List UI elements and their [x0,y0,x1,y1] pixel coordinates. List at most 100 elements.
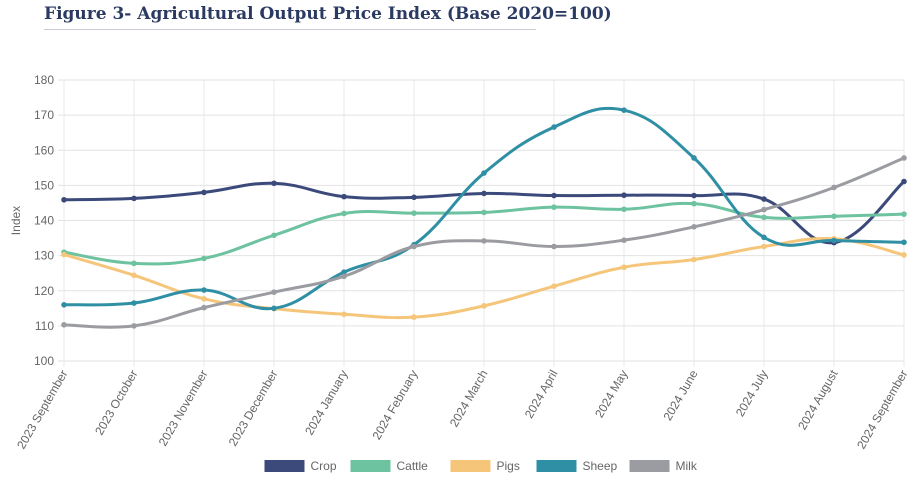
data-point-pigs[interactable] [131,272,137,279]
data-point-cattle[interactable] [131,260,137,267]
data-point-pigs[interactable] [901,252,907,258]
data-point-sheep[interactable] [621,107,627,114]
data-point-milk[interactable] [551,243,557,250]
legend[interactable]: Crop Cattle Pigs Sheep Milk [264,459,698,473]
x-tick-label: 2023 October [92,368,140,438]
legend-label-milk: Milk [676,459,698,473]
y-tick-label: 110 [35,319,54,333]
x-tick-label: 2024 May [592,368,630,421]
legend-swatch-crop [264,460,305,472]
data-point-sheep[interactable] [201,287,207,293]
data-point-cattle[interactable] [551,204,557,210]
x-tick-label: 2023 September [14,368,70,452]
data-point-sheep[interactable] [761,234,767,241]
figure-title: Figure 3- Agricultural Output Price Inde… [44,4,612,30]
data-point-sheep[interactable] [61,302,67,308]
x-tick-label: 2023 November [156,368,211,449]
data-point-pigs[interactable] [691,256,697,263]
gridlines [58,79,905,367]
data-point-pigs[interactable] [551,283,557,289]
series-lines [61,106,907,329]
data-point-pigs[interactable] [61,251,67,258]
legend-item-crop[interactable]: Crop [264,459,337,473]
data-point-sheep[interactable] [271,305,277,312]
data-point-crop[interactable] [551,192,557,199]
data-point-sheep[interactable] [481,170,487,176]
data-point-crop[interactable] [201,189,207,196]
data-point-crop[interactable] [761,196,767,202]
x-tick-label: 2023 December [226,368,281,449]
data-point-crop[interactable] [901,178,907,185]
x-tick-label: 2024 July [733,368,771,419]
y-axis-ticks: 100 110 120 130 140 150 160 170 180 [34,73,54,368]
y-tick-label: 100 [34,354,54,368]
y-tick-label: 120 [34,284,54,298]
data-point-milk[interactable] [481,238,487,244]
data-point-pigs[interactable] [621,264,627,271]
data-point-crop[interactable] [271,180,277,187]
y-axis-label: Index [9,206,23,235]
legend-item-pigs[interactable]: Pigs [450,459,520,473]
y-tick-label: 130 [34,249,54,263]
data-point-milk[interactable] [831,184,837,191]
data-point-cattle[interactable] [201,255,207,262]
series-milk [61,155,907,329]
x-axis-ticks: 2023 September 2023 October 2023 November 2… [14,367,910,451]
x-tick-label: 2024 March [447,368,491,430]
data-point-cattle[interactable] [691,200,697,207]
x-tick-label: 2024 August [795,367,841,432]
data-point-sheep[interactable] [131,300,137,306]
series-cattle [61,200,907,267]
data-point-crop[interactable] [481,190,487,197]
data-point-cattle[interactable] [271,232,277,239]
data-point-milk[interactable] [201,304,207,311]
legend-item-sheep[interactable]: Sheep [536,459,618,473]
legend-swatch-milk [629,460,670,472]
data-point-milk[interactable] [61,322,67,328]
data-point-cattle[interactable] [831,213,837,220]
data-point-milk[interactable] [761,206,767,213]
data-point-cattle[interactable] [761,214,767,221]
data-point-cattle[interactable] [621,206,627,213]
data-point-milk[interactable] [131,323,137,329]
data-point-milk[interactable] [411,243,417,250]
data-point-crop[interactable] [341,193,347,200]
legend-swatch-sheep [536,460,577,472]
data-point-crop[interactable] [411,194,417,201]
data-point-milk[interactable] [691,224,697,230]
data-point-sheep[interactable] [691,155,697,161]
x-tick-label: 2024 September [854,368,910,452]
data-point-milk[interactable] [901,155,907,161]
data-point-milk[interactable] [271,289,277,295]
data-point-milk[interactable] [621,237,627,243]
data-point-crop[interactable] [621,192,627,199]
data-point-sheep[interactable] [551,124,557,130]
legend-swatch-cattle [350,460,391,472]
data-point-pigs[interactable] [481,303,487,309]
legend-label-sheep: Sheep [583,459,618,473]
y-tick-label: 140 [34,214,54,228]
legend-item-cattle[interactable]: Cattle [350,459,429,473]
data-point-pigs[interactable] [761,243,767,250]
data-point-cattle[interactable] [481,209,487,216]
legend-item-milk[interactable]: Milk [629,459,698,473]
legend-label-crop: Crop [311,459,337,473]
data-point-cattle[interactable] [411,210,417,216]
data-point-crop[interactable] [131,195,137,202]
y-tick-label: 170 [34,108,54,122]
data-point-milk[interactable] [341,273,347,280]
legend-swatch-pigs [450,460,491,472]
data-point-cattle[interactable] [341,210,347,217]
data-point-crop[interactable] [61,196,67,203]
data-point-pigs[interactable] [341,311,347,318]
data-point-sheep[interactable] [341,269,347,275]
data-point-sheep[interactable] [901,239,907,246]
y-tick-label: 180 [34,73,54,87]
data-point-cattle[interactable] [901,211,907,217]
data-point-sheep[interactable] [831,237,837,244]
data-point-pigs[interactable] [201,296,207,302]
data-point-crop[interactable] [691,192,697,199]
x-tick-label: 2024 June [660,367,700,423]
data-point-pigs[interactable] [411,314,417,320]
x-tick-label: 2024 January [302,368,350,438]
